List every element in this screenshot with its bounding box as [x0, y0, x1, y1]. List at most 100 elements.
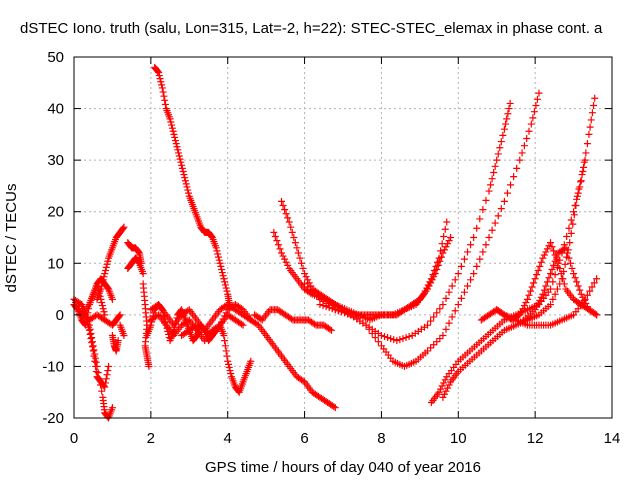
- data-point: [543, 245, 551, 253]
- data-point: [576, 178, 584, 186]
- y-tick-label: -20: [42, 410, 64, 427]
- series: [124, 239, 145, 267]
- x-tick-label: 8: [377, 430, 385, 447]
- data-point: [184, 317, 192, 325]
- data-point: [116, 311, 124, 319]
- data-point: [88, 343, 96, 351]
- data-point: [161, 96, 169, 104]
- data-point: [572, 202, 580, 210]
- data-point: [390, 336, 398, 344]
- data-point: [90, 346, 98, 354]
- data-point: [503, 115, 511, 123]
- data-point: [387, 335, 395, 343]
- data-point: [219, 315, 227, 323]
- data-point: [171, 137, 179, 145]
- data-point: [482, 196, 490, 204]
- data-point: [104, 257, 112, 265]
- data-point: [185, 189, 193, 197]
- data-point: [208, 232, 216, 240]
- data-point: [487, 181, 495, 189]
- data-point: [590, 279, 598, 287]
- data-point: [281, 206, 289, 214]
- data-point: [393, 337, 401, 345]
- data-point: [405, 333, 413, 341]
- data-point: [99, 305, 107, 313]
- data-point: [177, 158, 185, 166]
- data-point: [573, 192, 581, 200]
- data-point: [439, 301, 447, 309]
- data-point: [115, 312, 123, 320]
- data-point: [120, 223, 128, 231]
- data-point: [448, 313, 456, 321]
- data-point: [570, 208, 578, 216]
- data-point: [518, 149, 526, 157]
- data-point: [281, 255, 289, 263]
- data-point: [464, 248, 472, 256]
- data-point: [473, 224, 481, 232]
- data-point: [579, 293, 587, 301]
- data-point: [533, 303, 541, 311]
- data-point: [470, 234, 478, 241]
- data-point: [442, 294, 450, 302]
- y-tick-label: 0: [56, 307, 64, 324]
- data-point: [154, 67, 162, 75]
- data-point: [145, 362, 153, 370]
- data-point: [282, 258, 290, 266]
- data-point: [328, 305, 336, 313]
- data-point: [304, 283, 312, 291]
- data-point: [485, 234, 493, 241]
- data-point: [218, 265, 226, 273]
- data-point: [135, 258, 143, 266]
- data-point: [221, 342, 229, 350]
- x-tick-label: 2: [147, 430, 155, 447]
- data-point: [436, 335, 444, 343]
- data-point: [490, 169, 498, 177]
- data-point: [331, 306, 339, 314]
- data-point: [119, 224, 127, 232]
- data-point: [86, 330, 94, 338]
- data-point: [153, 312, 161, 320]
- data-point: [439, 393, 447, 401]
- data-point: [168, 124, 176, 132]
- data-point: [522, 298, 530, 306]
- data-point: [581, 156, 589, 164]
- data-point: [445, 288, 453, 296]
- data-point: [591, 310, 599, 318]
- data-point: [575, 185, 583, 193]
- data-point: [427, 279, 435, 287]
- data-point: [104, 367, 112, 375]
- data-point: [92, 362, 100, 370]
- data-point: [454, 270, 462, 278]
- data-point: [302, 273, 310, 281]
- data-point: [299, 377, 307, 385]
- data-point: [156, 75, 164, 83]
- data-point: [573, 278, 581, 286]
- plot-frame: [73, 56, 613, 419]
- data-point: [536, 296, 544, 304]
- data-point: [221, 337, 229, 345]
- data-point: [168, 121, 176, 129]
- data-point: [285, 218, 293, 226]
- data-point: [216, 259, 224, 267]
- data-point: [460, 255, 468, 263]
- data-point: [533, 95, 541, 103]
- data-point: [513, 164, 521, 172]
- data-point: [567, 229, 575, 237]
- data-point: [278, 197, 286, 205]
- data-point: [549, 295, 557, 303]
- data-point: [470, 270, 478, 278]
- data-point: [319, 302, 327, 310]
- data-point: [551, 271, 559, 279]
- data-point: [270, 228, 278, 236]
- data-point: [442, 325, 450, 333]
- data-point: [301, 270, 309, 278]
- data-point: [537, 258, 545, 266]
- data-point: [207, 330, 215, 338]
- data-point: [440, 232, 448, 240]
- data-point: [440, 390, 448, 398]
- data-point: [307, 286, 315, 294]
- data-point: [548, 243, 556, 251]
- data-point: [341, 309, 349, 317]
- data-point: [81, 320, 89, 328]
- data-point: [218, 269, 226, 277]
